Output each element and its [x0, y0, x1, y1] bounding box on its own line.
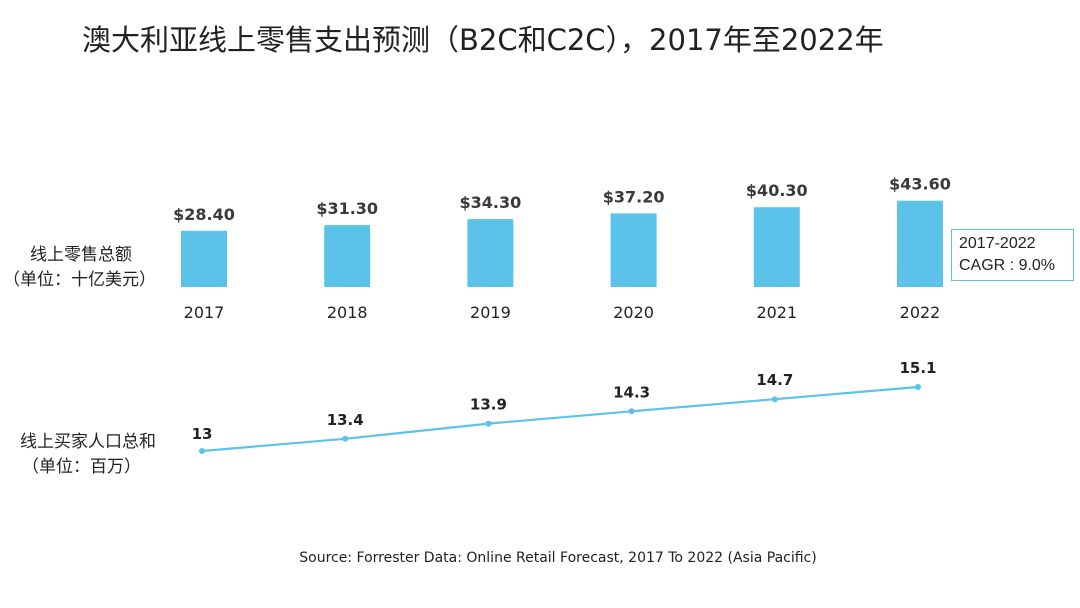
line-data-label-2017: 13 [192, 425, 213, 443]
line-point-2022 [915, 384, 921, 390]
bar-2017 [181, 230, 227, 287]
bar-data-label-2019: $34.30 [460, 193, 522, 212]
line-point-2018 [342, 435, 349, 442]
x-tick-label-2019: 2019 [470, 303, 511, 322]
line-point-2017 [199, 448, 205, 454]
cagr-value: CAGR : 9.0% [959, 257, 1056, 274]
cagr-annotation: 2017-2022 CAGR : 9.0% [951, 229, 1074, 281]
line-data-label-2019: 13.9 [470, 396, 507, 414]
bar-data-label-2020: $37.20 [603, 187, 665, 206]
line-point-2019 [485, 420, 492, 427]
bar-y-axis-label-line2: （单位：十亿美元） [3, 270, 156, 290]
bar-2018 [324, 225, 371, 287]
bar-data-label-2018: $31.30 [316, 199, 378, 218]
line-y-axis-label-line2: （单位：百万） [22, 457, 141, 477]
bar-2022 [897, 200, 943, 287]
chart-title: 澳大利亚线上零售支出预测（B2C和C2C），2017年至2022年 [82, 23, 884, 57]
line-point-2021 [771, 396, 778, 403]
bar-data-label-2022: $43.60 [889, 175, 951, 194]
x-tick-label-2021: 2021 [756, 303, 797, 322]
bar-y-axis-label-line1: 线上零售总额 [30, 245, 132, 265]
bar-data-label-2017: $28.40 [173, 205, 235, 224]
source-note: Source: Forrester Data: Online Retail Fo… [299, 550, 817, 566]
line-data-label-2022: 15.1 [899, 359, 936, 377]
line-y-axis-label-line1: 线上买家人口总和 [20, 432, 156, 452]
bar-2020 [610, 213, 657, 287]
line-data-label-2020: 14.3 [613, 383, 650, 401]
bar-data-label-2021: $40.30 [746, 181, 808, 200]
cagr-period: 2017-2022 [959, 235, 1036, 252]
bar-2021 [753, 207, 800, 287]
x-tick-label-2022: 2022 [900, 303, 941, 322]
x-tick-label-2020: 2020 [613, 303, 654, 322]
bar-2019 [467, 219, 514, 287]
x-tick-label-2017: 2017 [184, 303, 225, 322]
line-data-label-2018: 13.4 [327, 411, 364, 429]
buyers-line [201, 385, 919, 453]
x-tick-label-2018: 2018 [327, 303, 368, 322]
line-point-2020 [628, 408, 635, 415]
line-data-label-2021: 14.7 [756, 371, 793, 389]
